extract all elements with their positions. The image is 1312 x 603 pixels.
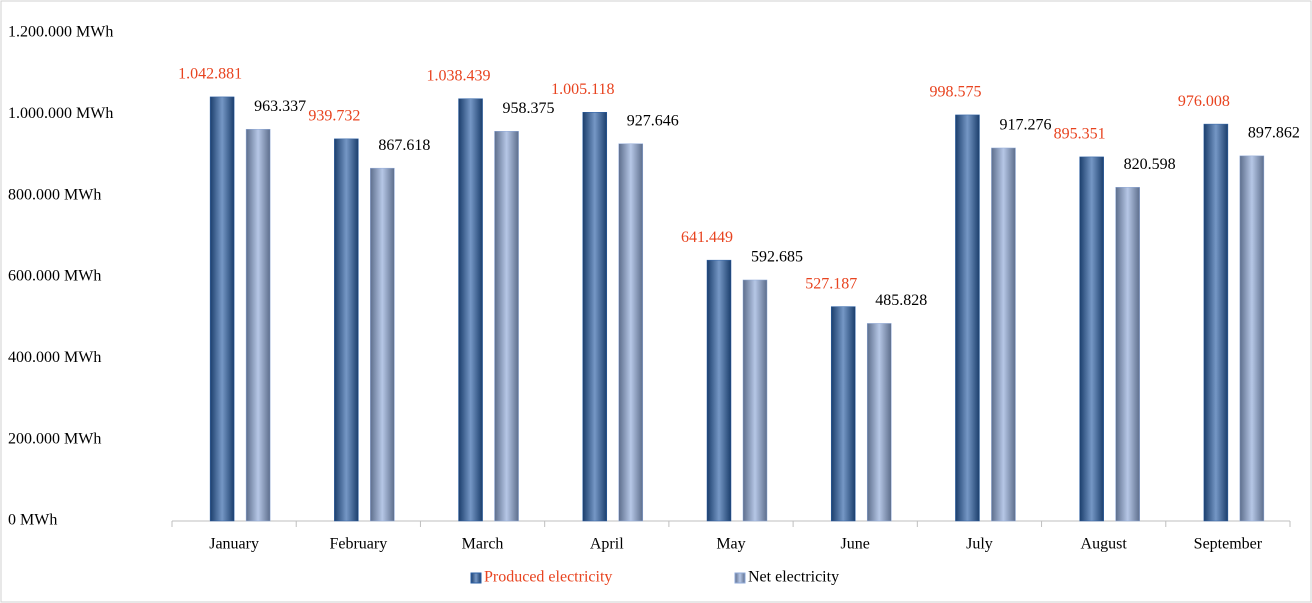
x-tick-label: April (590, 536, 624, 553)
y-tick-label: 800.000 MWh (8, 186, 101, 203)
x-tick-label: March (462, 536, 504, 553)
value-label: 867.618 (378, 137, 430, 154)
x-tick-label: January (209, 536, 259, 553)
y-tick-label: 200.000 MWh (8, 430, 101, 447)
y-tick-label: 0 MWh (8, 512, 57, 529)
bar (582, 112, 608, 522)
x-tick-label: February (329, 536, 387, 553)
value-label: 897.862 (1248, 125, 1300, 142)
bar (494, 131, 519, 522)
value-label: 939.732 (308, 108, 360, 125)
bar (1239, 155, 1265, 522)
y-tick-label: 1.200.000 MWh (8, 24, 113, 41)
bar (370, 167, 395, 522)
value-label: 1.038.439 (427, 67, 491, 84)
x-tick-label: September (1194, 536, 1263, 553)
value-label: 820.598 (1124, 156, 1176, 173)
y-tick-label: 600.000 MWh (8, 268, 101, 285)
value-label: 527.187 (805, 275, 857, 292)
value-label: 917.276 (999, 117, 1051, 134)
bar (866, 323, 892, 522)
y-tick-label: 400.000 MWh (8, 349, 101, 366)
value-label: 963.337 (254, 98, 306, 115)
legend-swatch (734, 572, 746, 584)
bar (1079, 156, 1104, 522)
bar (334, 138, 359, 522)
value-label: 895.351 (1054, 126, 1106, 143)
bar (1203, 123, 1229, 522)
y-tick-label: 1.000.000 MWh (8, 105, 113, 122)
bar (458, 98, 483, 522)
value-label: 958.375 (503, 100, 555, 117)
legend-label: Net electricity (748, 569, 839, 586)
bar (209, 96, 235, 522)
x-tick-label: August (1081, 536, 1128, 553)
bar (1115, 187, 1140, 522)
legend-label: Produced electricity (484, 569, 612, 586)
bar (245, 128, 271, 522)
x-tick-label: May (716, 536, 745, 553)
value-label: 927.646 (627, 112, 679, 129)
legend-swatch (470, 572, 482, 584)
bar (742, 279, 768, 522)
value-label: 976.008 (1178, 93, 1230, 110)
bar (706, 259, 732, 522)
value-label: 1.042.881 (178, 66, 242, 83)
bar (955, 114, 980, 522)
bar (618, 143, 644, 522)
x-tick-label: June (841, 536, 870, 553)
value-label: 998.575 (929, 84, 981, 101)
x-tick-label: July (966, 536, 993, 553)
value-label: 592.685 (751, 249, 803, 266)
bar (991, 147, 1016, 522)
value-label: 1.005.118 (551, 81, 614, 98)
value-label: 641.449 (681, 229, 733, 246)
bar (830, 306, 856, 522)
value-label: 485.828 (875, 292, 927, 309)
